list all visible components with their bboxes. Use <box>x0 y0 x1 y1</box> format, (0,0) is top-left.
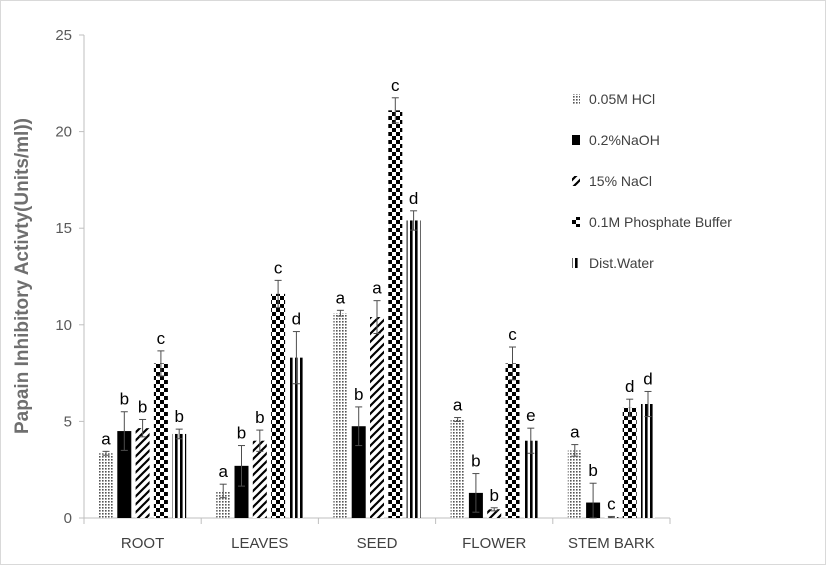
y-tick-label: 15 <box>55 220 72 237</box>
legend: 0.05M HCl 0.2%NaOH 15% NaCl 0.1M Phosphate … <box>572 91 732 271</box>
bar <box>351 426 366 518</box>
bar <box>234 465 249 518</box>
significance-label: c <box>391 76 400 95</box>
significance-label: b <box>354 385 363 404</box>
bar <box>333 313 348 518</box>
bar <box>99 453 113 518</box>
bar <box>487 509 502 518</box>
bar <box>622 407 637 518</box>
significance-label: a <box>570 423 580 442</box>
legend-swatch <box>572 217 580 227</box>
bar <box>117 431 132 518</box>
significance-label: c <box>157 329 166 348</box>
legend-swatch <box>572 94 580 104</box>
significance-label: b <box>471 452 480 471</box>
bar <box>271 293 286 518</box>
bar <box>523 440 538 518</box>
significance-label: d <box>409 189 418 208</box>
legend-label: 0.2%NaOH <box>589 132 660 148</box>
y-tick-label: 25 <box>55 27 72 44</box>
x-category-label: ROOT <box>121 535 164 552</box>
legend-label: Dist.Water <box>589 255 654 271</box>
bar <box>370 317 384 518</box>
bar <box>252 440 267 518</box>
y-axis-title: Papain Inhibitory Activty(Units/ml)) <box>12 118 33 434</box>
y-tick-label: 0 <box>64 510 72 527</box>
significance-label: b <box>237 424 246 443</box>
significance-label: b <box>174 407 183 426</box>
y-tick-label: 5 <box>64 413 72 430</box>
legend-swatch <box>572 258 580 268</box>
significance-label: b <box>489 486 498 505</box>
bar <box>153 363 168 518</box>
significance-label: c <box>607 494 616 513</box>
bar <box>135 428 150 518</box>
y-tick-label: 20 <box>55 124 72 141</box>
significance-label: e <box>526 406 535 425</box>
significance-label: c <box>508 325 517 344</box>
bar <box>289 357 304 518</box>
significance-label: a <box>101 429 111 448</box>
bar <box>505 363 520 518</box>
axes: 0 5 10 15 20 25 ROOT LEAVES SEED FLOWER STEM BARK <box>55 27 671 552</box>
bar <box>450 419 465 518</box>
significance-label: d <box>643 369 652 388</box>
legend-swatch <box>572 135 580 145</box>
bar <box>406 220 421 519</box>
x-category-label: SEED <box>357 535 398 552</box>
significance-label: a <box>372 279 382 298</box>
significance-label: b <box>120 390 129 409</box>
bar <box>641 404 655 518</box>
bar <box>388 110 403 519</box>
significance-label: d <box>292 310 301 329</box>
bar <box>172 433 187 518</box>
significance-label: b <box>255 408 264 427</box>
significance-label: b <box>138 397 147 416</box>
legend-label: 0.05M HCl <box>589 91 655 107</box>
significance-label: d <box>625 377 634 396</box>
significance-label: a <box>336 288 346 307</box>
x-category-label: LEAVES <box>231 535 288 552</box>
legend-label: 0.1M Phosphate Buffer <box>589 214 732 230</box>
significance-label: a <box>218 462 228 481</box>
x-category-label: STEM BARK <box>568 535 655 552</box>
significance-label: b <box>588 461 597 480</box>
legend-swatch <box>572 176 580 186</box>
x-category-label: FLOWER <box>462 535 526 552</box>
significance-label: a <box>453 396 463 415</box>
legend-label: 15% NaCl <box>589 173 652 189</box>
y-tick-label: 10 <box>55 317 72 334</box>
bar <box>567 450 582 518</box>
significance-label: c <box>274 258 283 277</box>
